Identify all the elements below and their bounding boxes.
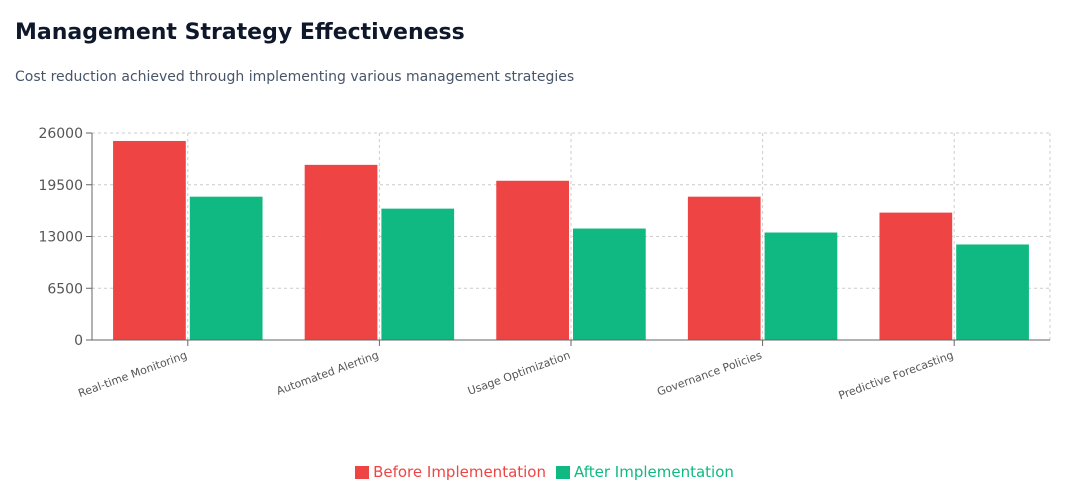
chart-title: Management Strategy Effectiveness [15, 20, 465, 45]
chart-legend: Before Implementation After Implementatio… [0, 463, 1089, 481]
bar-before[interactable] [687, 196, 761, 340]
bar-before[interactable] [113, 140, 186, 340]
bar-after[interactable] [189, 196, 263, 340]
y-tick-label: 19500 [38, 178, 83, 194]
legend-item-after[interactable]: After Implementation [556, 463, 734, 481]
bar-after[interactable] [956, 244, 1029, 340]
y-tick-label: 0 [74, 333, 83, 349]
bar-before[interactable] [496, 180, 569, 340]
bar-after[interactable] [381, 208, 455, 340]
bars [113, 140, 1029, 340]
bar-after[interactable] [764, 232, 838, 340]
bar-after[interactable] [573, 228, 646, 340]
y-tick-label: 13000 [38, 230, 83, 246]
y-axis-tick-labels: 26000 19500 13000 6500 0 [38, 126, 83, 349]
legend-label: Before Implementation [373, 463, 546, 481]
bar-before[interactable] [879, 212, 953, 340]
x-category-label: Usage Optimization [466, 349, 572, 398]
legend-swatch [556, 465, 570, 479]
x-category-label: Real-time Monitoring [76, 349, 188, 401]
x-axis-category-labels: Real-time Monitoring Automated Alerting Us… [76, 349, 955, 403]
x-category-label: Governance Policies [655, 349, 764, 399]
y-tick-label: 6500 [47, 281, 83, 297]
legend-swatch [355, 465, 370, 479]
bar-before[interactable] [304, 164, 378, 340]
axes [86, 132, 1050, 346]
x-category-label: Predictive Forecasting [837, 349, 955, 403]
chart-subtitle: Cost reduction achieved through implemen… [15, 69, 575, 85]
y-tick-label: 26000 [38, 126, 83, 142]
x-category-label: Automated Alerting [275, 349, 381, 398]
legend-label: After Implementation [574, 463, 734, 481]
legend-item-before[interactable]: Before Implementation [355, 463, 546, 481]
